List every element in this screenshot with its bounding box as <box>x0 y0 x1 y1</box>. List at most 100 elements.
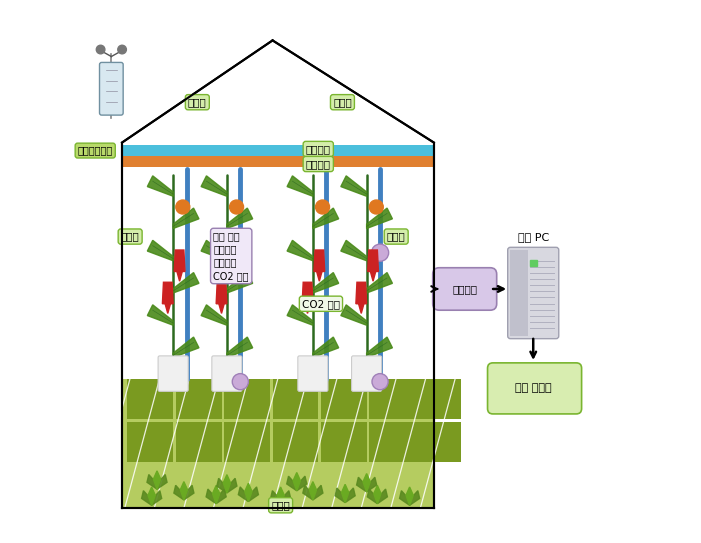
Text: 측창좌: 측창좌 <box>121 231 139 242</box>
Text: 천창좌: 천창좌 <box>333 97 352 107</box>
Polygon shape <box>217 478 227 493</box>
Bar <box>128 379 173 419</box>
Text: 전창좌: 전창좌 <box>188 97 207 107</box>
Polygon shape <box>147 305 173 325</box>
FancyBboxPatch shape <box>158 356 188 392</box>
Polygon shape <box>151 491 162 506</box>
Text: CO2 공급: CO2 공급 <box>302 299 340 309</box>
FancyBboxPatch shape <box>508 247 559 339</box>
Polygon shape <box>173 273 199 293</box>
Polygon shape <box>531 260 537 266</box>
Bar <box>415 422 461 462</box>
Polygon shape <box>341 305 367 325</box>
Polygon shape <box>245 483 252 502</box>
Polygon shape <box>147 241 173 261</box>
Polygon shape <box>297 476 307 491</box>
Polygon shape <box>367 273 393 293</box>
Bar <box>273 422 318 462</box>
Polygon shape <box>165 304 170 313</box>
Text: 관리 PC: 관리 PC <box>517 232 549 242</box>
Circle shape <box>118 45 126 54</box>
Polygon shape <box>219 304 224 313</box>
Polygon shape <box>313 273 339 293</box>
Polygon shape <box>231 272 236 281</box>
Bar <box>122 379 434 508</box>
Polygon shape <box>216 489 226 504</box>
Ellipse shape <box>372 374 388 390</box>
Bar <box>415 379 461 419</box>
Polygon shape <box>227 337 252 357</box>
Bar <box>273 379 318 419</box>
Ellipse shape <box>372 244 388 261</box>
Polygon shape <box>227 273 252 293</box>
Circle shape <box>315 200 329 214</box>
Polygon shape <box>148 487 156 506</box>
Polygon shape <box>201 241 227 261</box>
Polygon shape <box>302 282 313 304</box>
Polygon shape <box>174 485 184 500</box>
Polygon shape <box>341 484 349 503</box>
Polygon shape <box>227 478 237 493</box>
Bar <box>321 422 367 462</box>
FancyBboxPatch shape <box>352 356 381 392</box>
Polygon shape <box>357 477 367 492</box>
Bar <box>321 379 367 419</box>
Bar <box>176 422 222 462</box>
Polygon shape <box>367 477 376 492</box>
Polygon shape <box>303 485 313 500</box>
Text: 외부기상센서: 외부기상센서 <box>78 146 113 156</box>
Polygon shape <box>287 176 313 196</box>
FancyBboxPatch shape <box>100 62 123 115</box>
Bar <box>122 156 434 167</box>
Bar <box>128 422 173 462</box>
Polygon shape <box>314 250 325 272</box>
Polygon shape <box>317 272 322 281</box>
Polygon shape <box>201 305 227 325</box>
Polygon shape <box>157 475 167 489</box>
Polygon shape <box>163 282 173 304</box>
Polygon shape <box>154 471 161 489</box>
Polygon shape <box>277 487 285 506</box>
Polygon shape <box>238 487 248 502</box>
Bar <box>369 379 415 419</box>
Text: 보온커튼: 보온커튼 <box>306 144 331 154</box>
Polygon shape <box>173 337 199 357</box>
Text: 측창우: 측창우 <box>387 231 406 242</box>
Polygon shape <box>227 208 252 229</box>
Polygon shape <box>313 208 339 229</box>
Text: 제어 시스템: 제어 시스템 <box>515 383 552 393</box>
Polygon shape <box>177 272 182 281</box>
FancyBboxPatch shape <box>433 268 497 310</box>
Circle shape <box>96 45 105 54</box>
Circle shape <box>369 200 383 214</box>
Polygon shape <box>341 241 367 261</box>
Polygon shape <box>368 250 379 272</box>
Polygon shape <box>206 489 216 504</box>
Polygon shape <box>180 482 188 500</box>
Polygon shape <box>142 491 151 506</box>
Polygon shape <box>248 487 259 502</box>
Polygon shape <box>223 475 231 493</box>
Polygon shape <box>147 176 173 196</box>
Polygon shape <box>367 208 393 229</box>
Polygon shape <box>173 208 199 229</box>
FancyBboxPatch shape <box>488 363 582 414</box>
Polygon shape <box>293 472 301 491</box>
Polygon shape <box>367 489 377 504</box>
Polygon shape <box>287 476 297 491</box>
Polygon shape <box>280 491 291 506</box>
Bar <box>224 422 270 462</box>
FancyBboxPatch shape <box>212 356 242 392</box>
Bar <box>176 379 222 419</box>
Polygon shape <box>377 489 388 504</box>
Polygon shape <box>400 491 409 506</box>
Text: 센서 노드
온도센서
습도센서
CO2 센서: 센서 노드 온도센서 습도센서 CO2 센서 <box>213 231 249 281</box>
Polygon shape <box>409 491 420 506</box>
Polygon shape <box>313 337 339 357</box>
Polygon shape <box>287 305 313 325</box>
Polygon shape <box>309 482 317 500</box>
Polygon shape <box>305 304 310 313</box>
Polygon shape <box>216 282 227 304</box>
Ellipse shape <box>232 244 249 261</box>
Polygon shape <box>175 250 185 272</box>
